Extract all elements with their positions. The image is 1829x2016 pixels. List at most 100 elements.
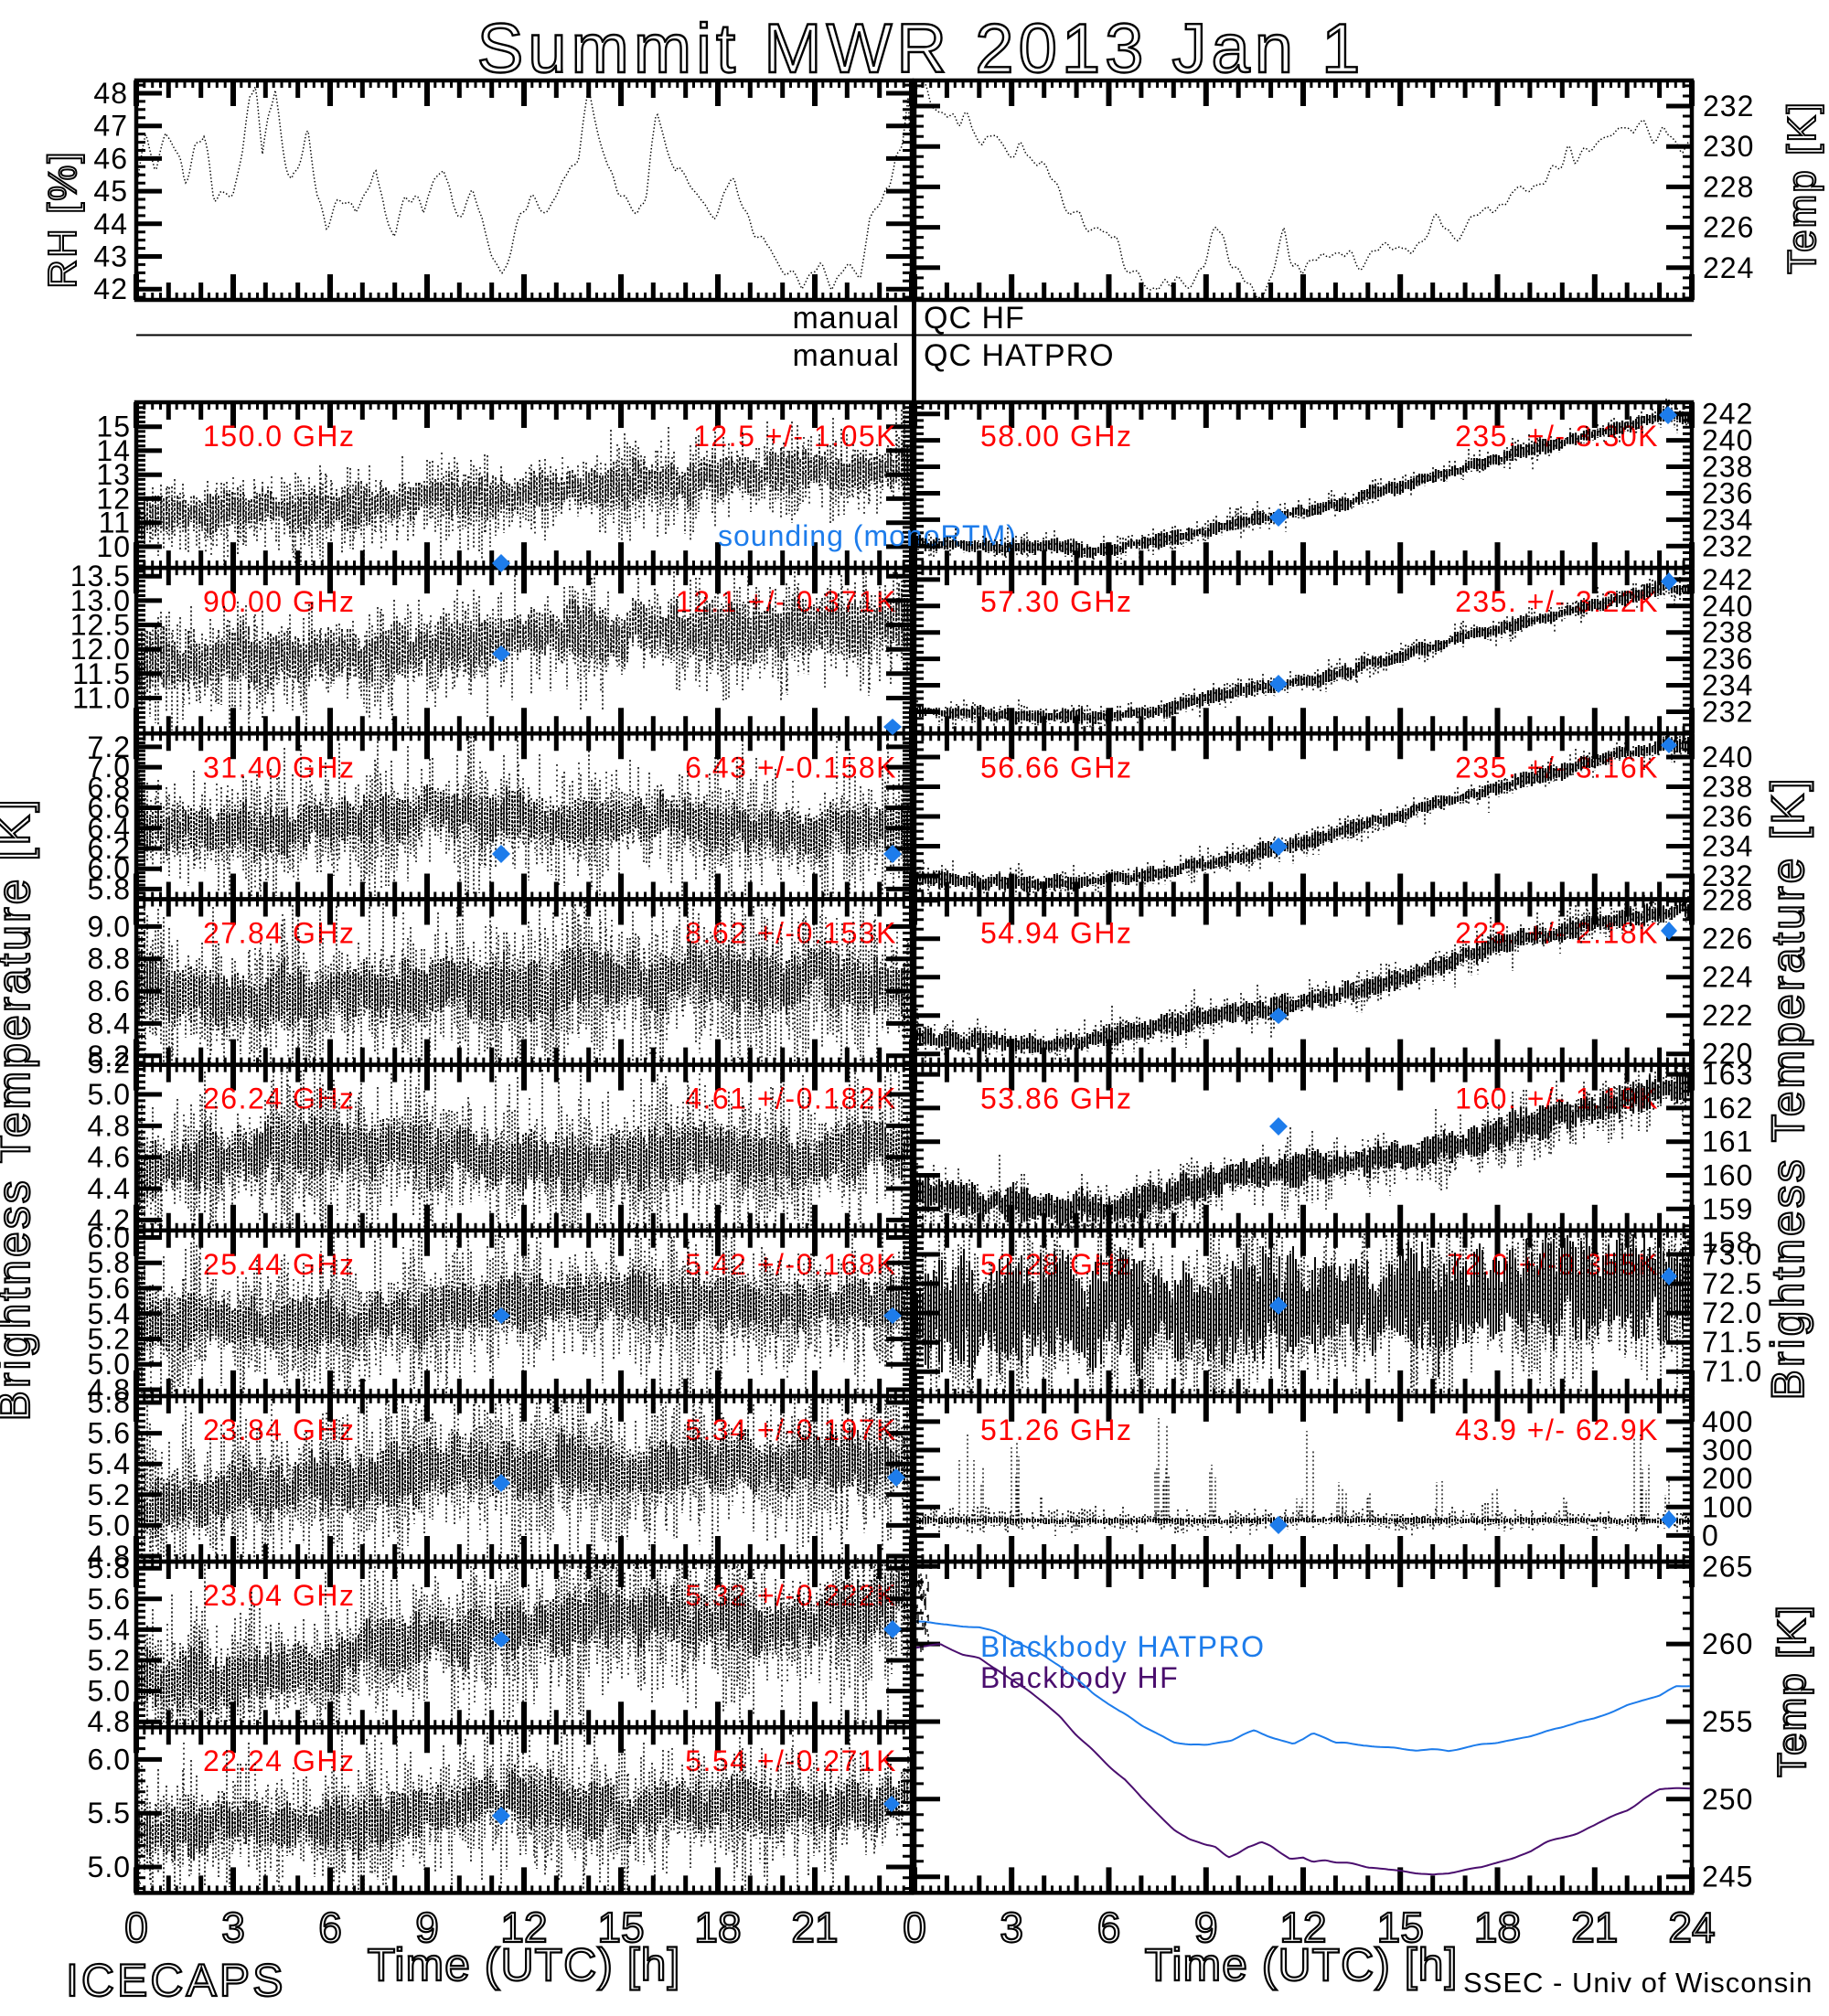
svg-text:Time (UTC) [h]: Time (UTC) [h]	[368, 1939, 681, 1990]
svg-text:5.8: 5.8	[88, 872, 131, 905]
svg-text:234: 234	[1702, 830, 1753, 863]
svg-text:15: 15	[1377, 1904, 1424, 1951]
svg-text:6.0: 6.0	[88, 852, 131, 885]
svg-text:56.66 GHz: 56.66 GHz	[980, 751, 1132, 784]
svg-text:6.0: 6.0	[88, 1221, 131, 1254]
svg-text:8.62 +/-0.153K: 8.62 +/-0.153K	[685, 917, 897, 950]
svg-text:224: 224	[1703, 251, 1754, 284]
svg-text:240: 240	[1702, 590, 1753, 623]
svg-text:13: 13	[96, 458, 131, 491]
svg-text:QC HF: QC HF	[924, 301, 1025, 336]
svg-text:53.86 GHz: 53.86 GHz	[980, 1083, 1132, 1115]
svg-text:5.0: 5.0	[88, 1851, 131, 1883]
svg-text:3: 3	[1000, 1904, 1023, 1951]
svg-text:51.26 GHz: 51.26 GHz	[980, 1413, 1132, 1446]
svg-text:4.2: 4.2	[88, 1203, 131, 1236]
svg-text:3: 3	[221, 1904, 245, 1951]
svg-text:Temp [K]: Temp [K]	[1770, 1604, 1814, 1777]
svg-text:10: 10	[96, 530, 131, 563]
svg-text:5.0: 5.0	[88, 1348, 131, 1381]
svg-text:12.5 +/- 1.05K: 12.5 +/- 1.05K	[693, 420, 897, 453]
svg-text:234: 234	[1702, 669, 1753, 702]
svg-text:232: 232	[1703, 90, 1754, 123]
svg-text:6.2: 6.2	[88, 832, 131, 865]
svg-text:54.94 GHz: 54.94 GHz	[980, 917, 1132, 950]
svg-text:255: 255	[1702, 1705, 1753, 1738]
svg-text:22.24 GHz: 22.24 GHz	[203, 1744, 355, 1777]
svg-text:4.61 +/-0.182K: 4.61 +/-0.182K	[685, 1083, 897, 1115]
svg-text:43: 43	[93, 240, 128, 273]
svg-text:5.8: 5.8	[88, 1246, 131, 1279]
svg-text:25.44 GHz: 25.44 GHz	[203, 1248, 355, 1281]
svg-text:5.5: 5.5	[88, 1797, 131, 1829]
svg-text:58.00 GHz: 58.00 GHz	[980, 420, 1132, 453]
svg-text:48: 48	[93, 77, 128, 110]
svg-text:4.8: 4.8	[88, 1540, 131, 1573]
svg-text:71.5: 71.5	[1702, 1326, 1762, 1359]
svg-text:QC HATPRO: QC HATPRO	[924, 338, 1115, 373]
svg-text:12: 12	[500, 1904, 547, 1951]
svg-text:46: 46	[93, 142, 128, 175]
svg-text:163: 163	[1702, 1058, 1753, 1091]
svg-text:72.5: 72.5	[1702, 1267, 1762, 1300]
svg-text:12.0: 12.0	[70, 633, 131, 666]
svg-text:230: 230	[1703, 130, 1754, 163]
svg-text:161: 161	[1702, 1125, 1753, 1158]
svg-text:27.84 GHz: 27.84 GHz	[203, 917, 355, 950]
svg-text:8.6: 8.6	[88, 975, 131, 1008]
svg-text:43.9 +/- 62.9K: 43.9 +/- 62.9K	[1455, 1413, 1659, 1446]
svg-text:232: 232	[1702, 696, 1753, 729]
svg-text:5.42 +/-0.168K: 5.42 +/-0.168K	[685, 1248, 897, 1281]
svg-text:245: 245	[1702, 1861, 1753, 1893]
svg-text:15: 15	[597, 1904, 644, 1951]
svg-text:240: 240	[1702, 741, 1753, 773]
svg-text:5.2: 5.2	[88, 1047, 131, 1080]
svg-text:12: 12	[96, 482, 131, 515]
svg-text:4.8: 4.8	[88, 1373, 131, 1406]
svg-text:5.4: 5.4	[88, 1613, 131, 1646]
svg-text:Temp [K]: Temp [K]	[1780, 101, 1824, 274]
svg-text:238: 238	[1702, 616, 1753, 649]
svg-text:4.8: 4.8	[88, 1705, 131, 1738]
svg-text:0: 0	[903, 1904, 926, 1951]
svg-text:7.0: 7.0	[88, 751, 131, 784]
svg-text:9: 9	[1194, 1904, 1218, 1951]
svg-text:238: 238	[1702, 451, 1753, 484]
svg-text:42: 42	[93, 272, 128, 305]
svg-text:23.04 GHz: 23.04 GHz	[203, 1579, 355, 1612]
svg-text:manual: manual	[792, 338, 900, 373]
svg-text:236: 236	[1702, 477, 1753, 510]
svg-text:5.6: 5.6	[88, 1583, 131, 1616]
svg-text:44: 44	[93, 208, 128, 240]
svg-text:6: 6	[318, 1904, 342, 1951]
svg-text:400: 400	[1702, 1405, 1753, 1438]
svg-text:222: 222	[1702, 999, 1753, 1032]
svg-text:238: 238	[1702, 771, 1753, 804]
svg-text:158: 158	[1702, 1226, 1753, 1259]
svg-text:ICECAPS: ICECAPS	[66, 1955, 286, 2006]
svg-text:4.8: 4.8	[88, 1109, 131, 1142]
svg-text:24: 24	[1668, 1904, 1715, 1951]
svg-text:21: 21	[791, 1904, 838, 1951]
svg-text:4.4: 4.4	[88, 1172, 131, 1205]
svg-text:260: 260	[1702, 1627, 1753, 1660]
svg-text:6.43 +/-0.158K: 6.43 +/-0.158K	[685, 751, 897, 784]
svg-text:Brightness Temperature [K]: Brightness Temperature [K]	[1762, 776, 1813, 1401]
svg-text:5.2: 5.2	[88, 1644, 131, 1677]
svg-text:13.0: 13.0	[70, 584, 131, 617]
svg-text:242: 242	[1702, 563, 1753, 596]
svg-text:236: 236	[1702, 800, 1753, 833]
svg-text:5.2: 5.2	[88, 1478, 131, 1511]
svg-text:47: 47	[93, 110, 128, 143]
svg-text:manual: manual	[792, 301, 900, 336]
svg-text:Blackbody HF: Blackbody HF	[980, 1661, 1179, 1694]
svg-text:240: 240	[1702, 424, 1753, 457]
svg-text:5.54 +/-0.271K: 5.54 +/-0.271K	[685, 1744, 897, 1777]
svg-text:5.8: 5.8	[88, 1552, 131, 1584]
svg-text:12.5: 12.5	[70, 609, 131, 642]
svg-text:71.0: 71.0	[1702, 1355, 1762, 1388]
svg-text:Summit MWR 2013 Jan 1: Summit MWR 2013 Jan 1	[477, 10, 1365, 88]
svg-text:18: 18	[1474, 1904, 1521, 1951]
svg-text:228: 228	[1702, 884, 1753, 917]
svg-text:228: 228	[1703, 170, 1754, 203]
